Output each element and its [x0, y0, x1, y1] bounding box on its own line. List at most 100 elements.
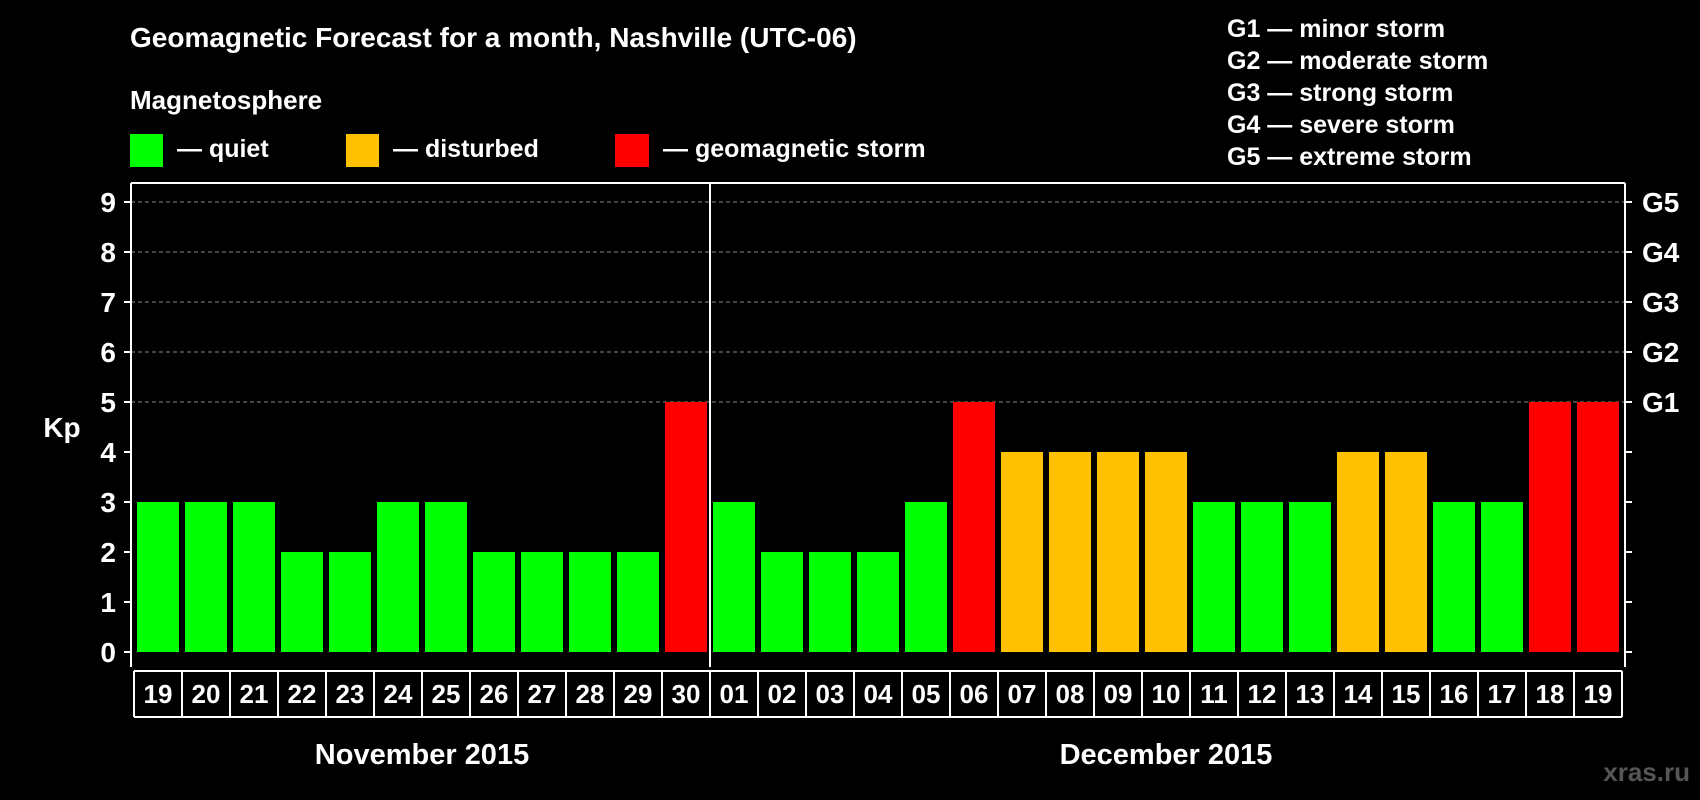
y-tick-label: 0: [100, 637, 116, 668]
bar: [713, 502, 755, 652]
x-tick-label: 20: [192, 679, 221, 709]
x-tick-label: 14: [1344, 679, 1373, 709]
x-tick-label: 22: [288, 679, 317, 709]
x-tick-label: 12: [1248, 679, 1277, 709]
y-tick-label: 8: [100, 237, 116, 268]
x-tick-label: 04: [864, 679, 893, 709]
x-tick-label: 27: [528, 679, 557, 709]
bar: [1433, 502, 1475, 652]
storm-legend-g1: G1 — minor storm: [1227, 15, 1445, 43]
x-tick-label: 13: [1296, 679, 1325, 709]
x-tick-label: 07: [1008, 679, 1037, 709]
x-tick-label: 15: [1392, 679, 1421, 709]
storm-legend-g5: G5 — extreme storm: [1227, 143, 1472, 171]
legend-swatch-disturbed: [346, 134, 379, 167]
x-tick-label: 18: [1536, 679, 1565, 709]
bar: [761, 552, 803, 652]
legend-swatch-quiet: [130, 134, 163, 167]
bar: [569, 552, 611, 652]
bar: [473, 552, 515, 652]
bar: [1001, 452, 1043, 652]
y-tick-label: 1: [100, 587, 116, 618]
x-tick-label: 09: [1104, 679, 1133, 709]
y-axis-ticks: 0 1 2 3 4 5 6 7 8 9: [100, 187, 1632, 668]
storm-legend-g4: G4 — severe storm: [1227, 111, 1455, 139]
legend-swatch-storm: [615, 134, 649, 167]
y-axis-label: Kp: [43, 412, 80, 443]
x-tick-label: 26: [480, 679, 509, 709]
y-tick-label: 7: [100, 287, 116, 318]
x-tick-label: 01: [720, 679, 749, 709]
x-tick-label: 28: [576, 679, 605, 709]
storm-legend-g3: G3 — strong storm: [1227, 79, 1453, 107]
bar: [1145, 452, 1187, 652]
bar: [665, 402, 707, 652]
storm-level-label: G5: [1642, 187, 1679, 218]
bar: [1289, 502, 1331, 652]
bar: [809, 552, 851, 652]
bar: [1529, 402, 1571, 652]
storm-level-axis: G1 G2 G3 G4 G5: [1642, 187, 1680, 418]
bar: [185, 502, 227, 652]
x-tick-label: 25: [432, 679, 461, 709]
storm-level-label: G4: [1642, 237, 1680, 268]
x-tick-label: 05: [912, 679, 941, 709]
x-tick-label: 19: [1584, 679, 1613, 709]
bar: [1385, 452, 1427, 652]
x-tick-label: 17: [1488, 679, 1517, 709]
legend-title: Magnetosphere: [130, 85, 322, 115]
legend-label-disturbed: — disturbed: [393, 135, 539, 163]
x-tick-label: 24: [384, 679, 413, 709]
bars: [137, 402, 1619, 652]
y-tick-label: 2: [100, 537, 116, 568]
month-label-november: November 2015: [315, 739, 529, 771]
y-tick-label: 6: [100, 337, 116, 368]
x-tick-label: 29: [624, 679, 653, 709]
x-tick-label: 08: [1056, 679, 1085, 709]
grid-lines: [131, 201, 1625, 403]
bar: [1193, 502, 1235, 652]
bar: [137, 502, 179, 652]
legend-label-storm: — geomagnetic storm: [663, 135, 926, 163]
bar: [329, 552, 371, 652]
y-tick-label: 9: [100, 187, 116, 218]
bar: [857, 552, 899, 652]
bar: [953, 402, 995, 652]
bar: [233, 502, 275, 652]
x-tick-label: 11: [1200, 679, 1228, 709]
storm-legend-g2: G2 — moderate storm: [1227, 47, 1488, 75]
y-tick-label: 4: [100, 437, 116, 468]
bar: [905, 502, 947, 652]
storm-level-label: G3: [1642, 287, 1679, 318]
bar: [617, 552, 659, 652]
storm-level-label: G2: [1642, 337, 1679, 368]
bar: [1241, 502, 1283, 652]
bar: [1097, 452, 1139, 652]
bar: [425, 502, 467, 652]
bar: [1577, 402, 1619, 652]
legend-label-quiet: — quiet: [177, 135, 269, 163]
bar: [1337, 452, 1379, 652]
chart-title: Geomagnetic Forecast for a month, Nashvi…: [130, 22, 857, 53]
bar: [377, 502, 419, 652]
x-tick-label: 23: [336, 679, 365, 709]
x-tick-label: 10: [1152, 679, 1181, 709]
bar: [521, 552, 563, 652]
bar: [1481, 502, 1523, 652]
storm-level-label: G1: [1642, 387, 1679, 418]
watermark: xras.ru: [1603, 757, 1690, 787]
y-tick-label: 3: [100, 487, 116, 518]
bar: [1049, 452, 1091, 652]
x-tick-label: 21: [240, 679, 269, 709]
x-tick-label: 03: [816, 679, 845, 709]
x-tick-label: 06: [960, 679, 989, 709]
x-axis-day-cells: 19 20 21 22 23 24 25 26 27 28 29 30 01 02 03 04 05 06 07 08…: [133, 670, 1623, 718]
x-tick-label: 16: [1440, 679, 1469, 709]
month-label-december: December 2015: [1060, 739, 1273, 771]
x-tick-label: 02: [768, 679, 797, 709]
y-tick-label: 5: [100, 387, 116, 418]
x-tick-label: 30: [672, 679, 701, 709]
bar: [281, 552, 323, 652]
plot-frame: [130, 182, 1626, 667]
